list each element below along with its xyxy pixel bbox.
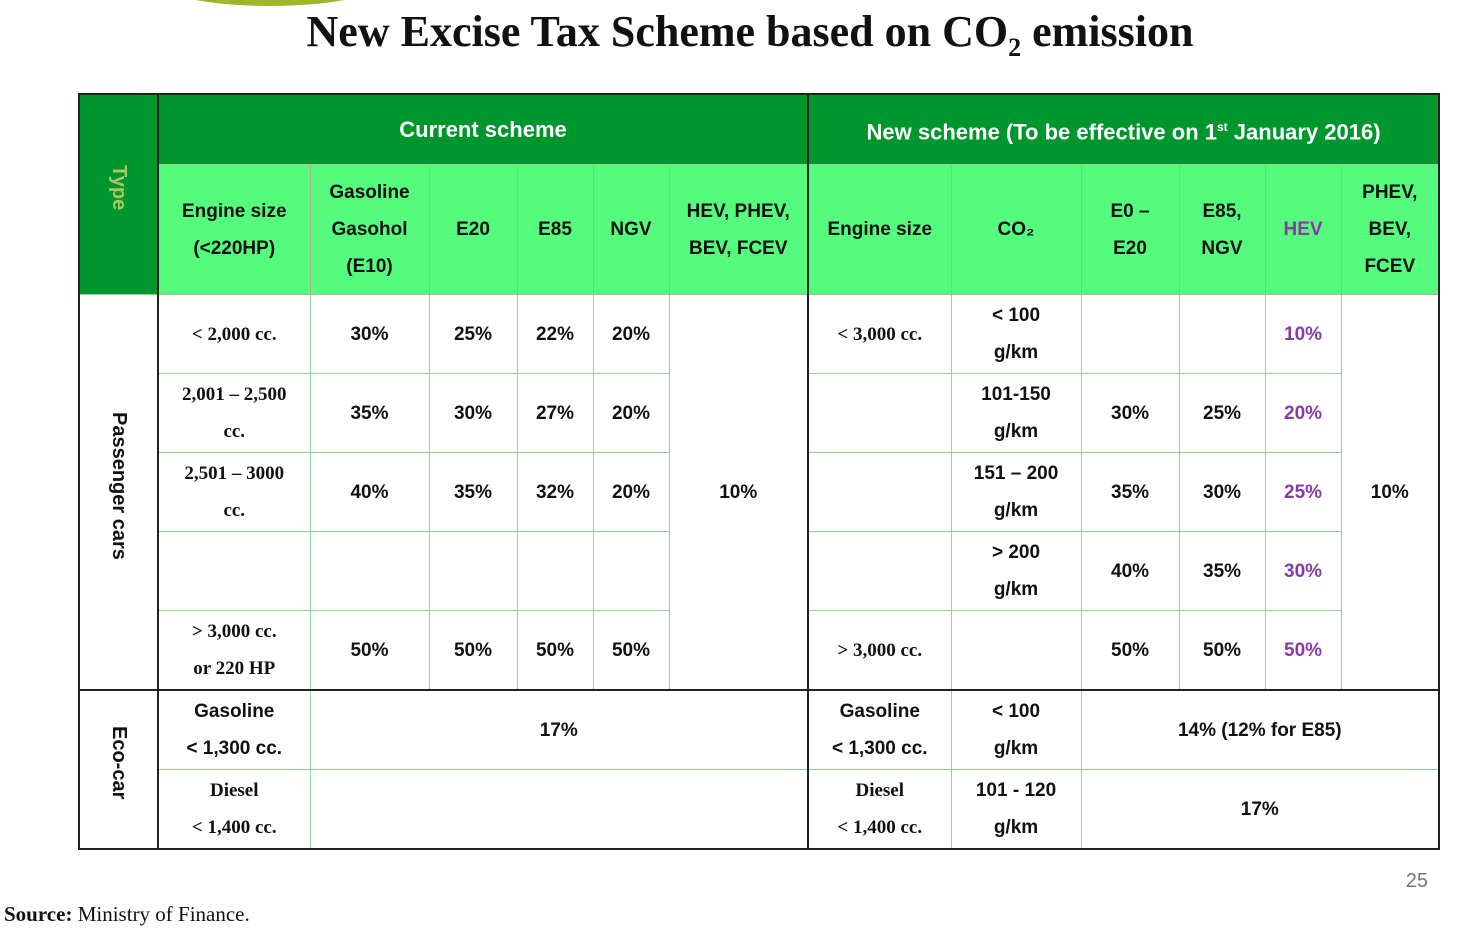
co2-cell: < 100 g/km	[950, 689, 1082, 770]
rate-cell: 20%	[592, 452, 670, 532]
new-engine-size-cell: < 3,000 cc.	[807, 294, 952, 374]
slide-title: New Excise Tax Scheme based on CO2 emiss…	[306, 7, 1194, 62]
new-engine-size-cell	[807, 531, 952, 611]
new-engine-size-cell: > 3,000 cc.	[807, 610, 952, 691]
table-row: > 200 g/km 40% 35% 30%	[79, 531, 1439, 611]
table-row: Diesel < 1,400 cc. Diesel < 1,400 cc. 101 …	[79, 769, 1440, 850]
new-column-header: E85, NGV	[1178, 164, 1266, 295]
engine-size-cell: Diesel < 1,400 cc.	[157, 769, 311, 850]
co2-cell: 101 - 120 g/km	[950, 769, 1082, 850]
hev-rate-cell: 25%	[1264, 452, 1342, 532]
rate-cell	[1178, 294, 1266, 374]
new-column-header: CO₂	[950, 164, 1082, 295]
co2-cell: < 100 g/km	[950, 294, 1082, 374]
page-number: 25	[1405, 870, 1428, 892]
rate-cell: 14% (12% for E85)	[1080, 689, 1440, 770]
table-row: > 3,000 cc. or 220 HP 50% 50% 50% 50% > 3,000…	[79, 610, 1439, 691]
rate-cell: 22%	[516, 294, 594, 374]
rate-cell: 25%	[1178, 373, 1266, 453]
engine-size-cell: > 3,000 cc. or 220 HP	[157, 610, 311, 691]
rate-cell: 35%	[428, 452, 518, 532]
new-column-header: HEV	[1264, 164, 1342, 295]
co2-cell	[950, 610, 1082, 691]
rate-cell	[428, 531, 518, 611]
group-eco-car: Eco-car	[78, 689, 159, 850]
rate-cell	[309, 769, 809, 850]
rate-cell: 17%	[309, 689, 809, 770]
current-column-header: NGV	[592, 164, 670, 295]
rate-cell	[1080, 294, 1180, 374]
engine-size-cell: 2,001 – 2,500 cc.	[157, 373, 311, 453]
rate-cell: 35%	[1178, 531, 1266, 611]
co2-cell: 101-150 g/km	[950, 373, 1082, 453]
rate-cell	[592, 531, 670, 611]
rate-cell	[516, 531, 594, 611]
current-column-header: Engine size (<220HP)	[157, 164, 311, 295]
rate-cell: 30%	[1178, 452, 1266, 532]
group-passenger-cars: Passenger cars	[78, 294, 159, 691]
rate-cell: 50%	[516, 610, 594, 691]
new-scheme-header: New scheme (To be effective on 1st Janua…	[807, 93, 1440, 165]
hev-rate-cell: 20%	[1264, 373, 1342, 453]
excise-tax-table: Type Current scheme New scheme (To be ef…	[78, 93, 1441, 850]
rate-cell	[309, 531, 430, 611]
new-column-header: E0 – E20	[1080, 164, 1180, 295]
rate-cell: 35%	[309, 373, 430, 453]
current-column-header: E20	[428, 164, 518, 295]
rate-cell: 50%	[1178, 610, 1266, 691]
co2-cell: 151 – 200 g/km	[950, 452, 1082, 532]
rate-cell: 32%	[516, 452, 594, 532]
new-engine-size-cell	[807, 452, 952, 532]
rate-cell: 25%	[428, 294, 518, 374]
rate-cell: 30%	[428, 373, 518, 453]
hybrid-rate-cell: 10%	[668, 294, 809, 691]
current-column-header: Gasoline Gasohol (E10)	[309, 164, 430, 295]
new-engine-size-cell: Gasoline < 1,300 cc.	[807, 689, 952, 770]
current-column-header: E85	[516, 164, 594, 295]
engine-size-cell: < 2,000 cc.	[157, 294, 311, 374]
rate-cell: 40%	[1080, 531, 1180, 611]
new-engine-size-cell: Diesel < 1,400 cc.	[807, 769, 952, 850]
new-engine-size-cell	[807, 373, 952, 453]
rate-cell: 50%	[428, 610, 518, 691]
rate-cell: 50%	[1080, 610, 1180, 691]
group-label: Passenger cars	[108, 411, 130, 560]
hev-rate-cell: 10%	[1264, 294, 1342, 374]
rate-cell: 30%	[1080, 373, 1180, 453]
engine-size-cell: 2,501 – 3000 cc.	[157, 452, 311, 532]
decorative-shape	[160, 0, 380, 6]
engine-size-cell	[157, 531, 311, 611]
table-row: Passenger cars < 2,000 cc. 30% 25% 22% 20% 10%…	[78, 294, 1440, 691]
rate-cell: 30%	[309, 294, 430, 374]
co2-cell: > 200 g/km	[950, 531, 1082, 611]
rate-cell: 35%	[1080, 452, 1180, 532]
ev-rate-cell: 10%	[1340, 294, 1440, 691]
rate-cell: 20%	[592, 373, 670, 453]
rate-cell: 20%	[592, 294, 670, 374]
new-column-header: Engine size	[807, 164, 952, 295]
hev-rate-cell: 50%	[1264, 610, 1342, 691]
rate-cell: 40%	[309, 452, 430, 532]
rate-cell: 50%	[309, 610, 430, 691]
current-scheme-header: Current scheme	[157, 93, 809, 165]
new-column-header: PHEV, BEV, FCEV	[1340, 164, 1440, 295]
type-header: Type	[78, 93, 159, 295]
hev-rate-cell: 30%	[1264, 531, 1342, 611]
source-note: Source: Ministry of Finance.	[4, 902, 250, 926]
rate-cell: 17%	[1080, 769, 1440, 850]
rate-cell: 50%	[592, 610, 670, 691]
engine-size-cell: Gasoline < 1,300 cc.	[157, 689, 311, 770]
rate-cell: 27%	[516, 373, 594, 453]
group-label: Eco-car	[108, 726, 130, 800]
current-column-header: HEV, PHEV, BEV, FCEV	[668, 164, 809, 295]
table-row: Eco-car Gasoline < 1,300 cc. 17% Gasoline <…	[78, 689, 1440, 850]
